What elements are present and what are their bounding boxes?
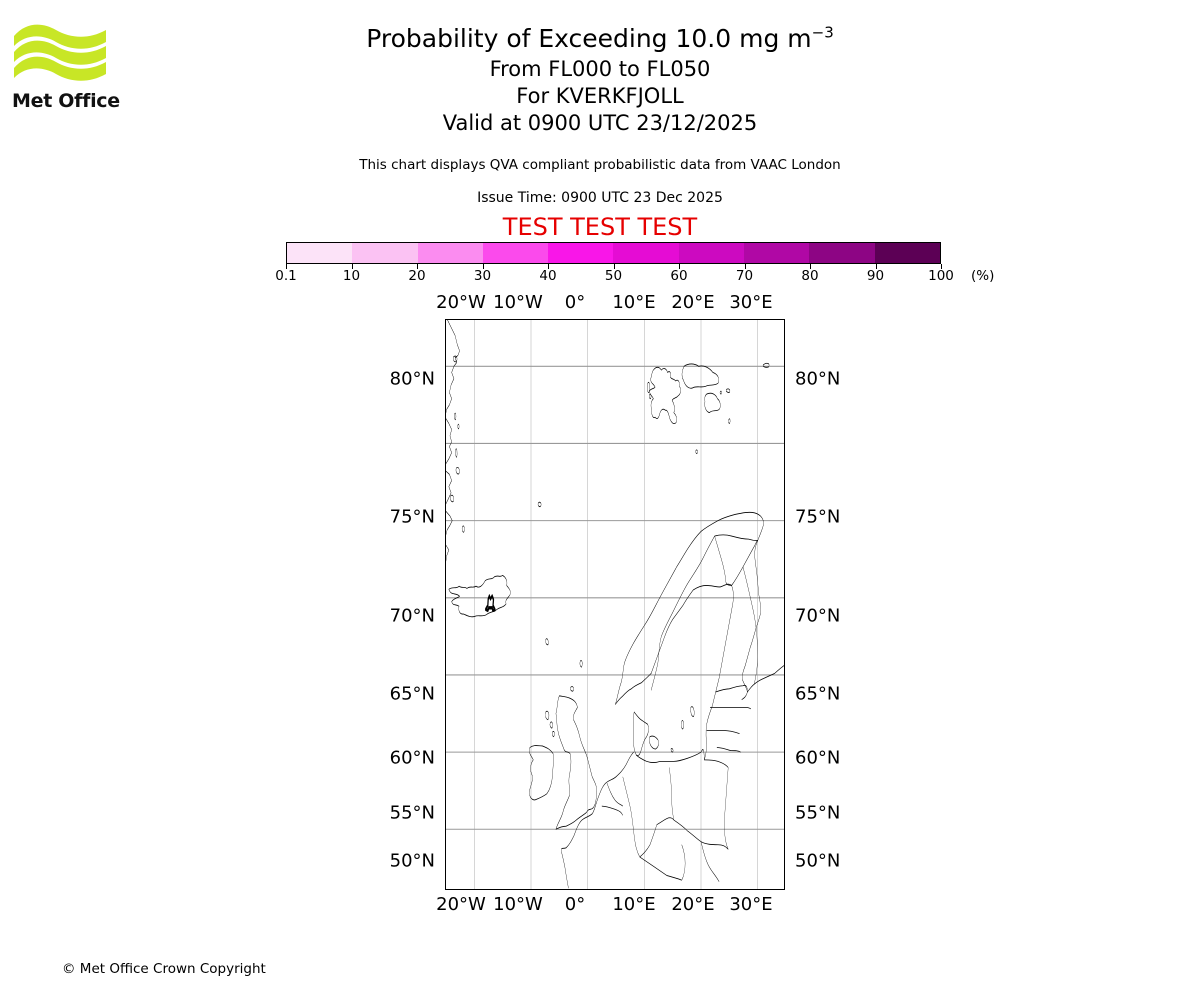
colorbar-tick-label: 70 <box>735 268 754 284</box>
colorbar-tick <box>351 264 353 269</box>
colorbar-tick <box>286 264 287 269</box>
colorbar-tick <box>548 264 549 269</box>
lon-tick-label-bottom: 20°W <box>436 894 486 915</box>
colorbar-tick-label: 20 <box>408 268 426 284</box>
lon-tick-label-top: 0° <box>564 292 586 313</box>
lat-tick-label-right: 75°N <box>795 506 841 528</box>
map-frame[interactable] <box>445 319 785 890</box>
colorbar-segment-4 <box>548 243 614 263</box>
met-office-logo-waves <box>14 24 106 81</box>
lon-tick-label-bottom: 30°E <box>729 894 773 915</box>
map-plot-area[interactable] <box>445 319 785 890</box>
lat-tick-label-left: 55°N <box>389 802 435 824</box>
lat-tick-label-right: 65°N <box>795 683 841 705</box>
colorbar-tick-labels: 0.1 10 20 30 40 50 60 70 80 90 100 <box>0 268 1200 288</box>
colorbar-tick-label: 80 <box>801 268 819 284</box>
colorbar-tick-label: 30 <box>473 268 492 284</box>
colorbar-segment-7 <box>744 243 810 263</box>
lat-tick-label-left: 60°N <box>389 747 435 769</box>
lat-tick-label-right: 55°N <box>795 802 841 824</box>
lon-tick-label-top: 10°E <box>612 292 656 313</box>
copyright-text: © Met Office Crown Copyright <box>62 961 266 977</box>
colorbar-segment-0 <box>287 243 353 263</box>
colorbar-swatches <box>286 242 941 264</box>
lat-tick-label-left: 65°N <box>389 683 435 705</box>
colorbar-unit-label: (%) <box>971 268 995 284</box>
lat-tick-label-left: 75°N <box>389 506 435 528</box>
colorbar-tick <box>941 264 942 269</box>
colorbar-tick-label: 60 <box>670 268 688 284</box>
colorbar-tick <box>744 264 746 269</box>
colorbar-tick-label: 40 <box>539 268 557 284</box>
colorbar-segment-9 <box>874 243 940 263</box>
colorbar-tick <box>417 264 418 269</box>
colorbar-segment-3 <box>482 243 549 263</box>
colorbar-tick <box>810 264 811 269</box>
volcano-source-marker <box>485 594 496 613</box>
lat-tick-label-right: 50°N <box>795 850 841 872</box>
colorbar-segment-6 <box>678 243 745 263</box>
map-coastlines <box>446 320 784 889</box>
page-title: Probability of Exceeding 10.0 mg m−3 <box>0 22 1200 56</box>
colorbar-tick <box>679 264 680 269</box>
lon-tick-label-bottom: 0° <box>564 894 586 915</box>
lon-tick-label-bottom: 10°W <box>493 894 543 915</box>
colorbar-tick-label: 90 <box>866 268 885 284</box>
met-office-logo <box>12 20 108 116</box>
lat-tick-label-right: 60°N <box>795 747 841 769</box>
lat-tick-label-left: 80°N <box>389 368 435 390</box>
lon-tick-label-top: 20°W <box>436 292 486 313</box>
colorbar-tick-label: 50 <box>604 268 623 284</box>
colorbar-segment-2 <box>417 243 483 263</box>
probability-colorbar <box>286 242 942 269</box>
map-canvas <box>446 320 784 889</box>
valid-time-label: Valid at 0900 UTC 23/12/2025 <box>442 111 758 135</box>
chart-title-block: Probability of Exceeding 10.0 mg m−3 Fro… <box>0 22 1200 137</box>
lon-tick-label-bottom: 10°E <box>612 894 656 915</box>
colorbar-tick <box>482 264 484 269</box>
colorbar-tick-label: 10 <box>342 268 361 284</box>
map-gridlines <box>446 320 784 889</box>
volcano-label: For KVERKFJOLL <box>516 84 684 108</box>
lat-tick-label-right: 80°N <box>795 368 841 390</box>
lon-tick-label-top: 20°E <box>671 292 715 313</box>
colorbar-segment-5 <box>613 243 679 263</box>
lon-tick-label-top: 30°E <box>729 292 773 313</box>
colorbar-segment-8 <box>809 243 875 263</box>
lat-tick-label-left: 70°N <box>389 605 435 627</box>
flight-level-label: From FL000 to FL050 <box>489 57 711 81</box>
issue-time-label: Issue Time: 0900 UTC 23 Dec 2025 <box>477 190 723 206</box>
page-title-text: Probability of Exceeding 10.0 mg m <box>366 24 812 53</box>
colorbar-ticks <box>286 264 942 270</box>
colorbar-segment-1 <box>352 243 418 263</box>
lon-tick-label-top: 10°W <box>493 292 543 313</box>
colorbar-tick-label: 0.1 <box>275 268 297 284</box>
test-banner: TEST TEST TEST <box>502 213 698 241</box>
disclaimer-text: This chart displays QVA compliant probab… <box>359 157 841 173</box>
lat-tick-label-left: 50°N <box>389 850 435 872</box>
colorbar-tick <box>613 264 615 269</box>
colorbar-tick-label: 100 <box>928 268 954 284</box>
met-office-logo-text: Met Office <box>12 90 120 112</box>
lon-tick-label-bottom: 20°E <box>671 894 715 915</box>
map-country-borders <box>601 534 758 883</box>
page-title-exponent: −3 <box>811 23 834 42</box>
colorbar-tick <box>875 264 877 269</box>
lat-tick-label-right: 70°N <box>795 605 841 627</box>
